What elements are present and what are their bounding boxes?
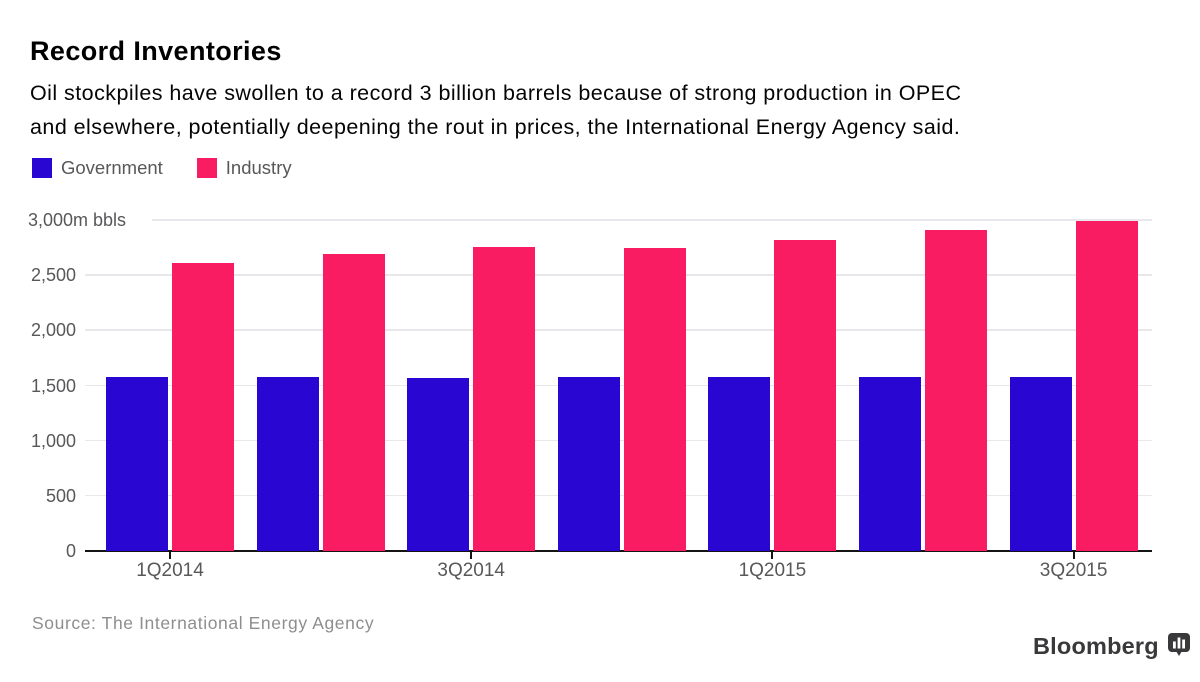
y-axis-label-3000: 3,000m bbls xyxy=(28,210,127,230)
x-axis-tick-3q2015 xyxy=(1072,552,1075,559)
bloomberg-chart-bubble-icon xyxy=(1167,632,1191,663)
x-axis-line xyxy=(85,550,1152,552)
bar-government-3q2014 xyxy=(407,377,470,551)
bar-industry-3q2014 xyxy=(473,247,536,551)
industry-swatch-icon xyxy=(196,158,217,178)
x-axis-label-1q2015: 1Q2015 xyxy=(738,560,807,581)
bloomberg-logo: Bloomberg xyxy=(1033,629,1191,663)
y-axis-label-1000: 1,000 xyxy=(30,430,76,451)
gridline-2500 xyxy=(85,274,1152,276)
source-text: Source: The International Energy Agency xyxy=(32,613,375,633)
legend-label-industry: Industry xyxy=(225,157,292,178)
x-axis-tick-3q2014 xyxy=(470,552,473,559)
bar-government-3q2015 xyxy=(1009,376,1072,551)
chart-legend: Government Industry xyxy=(32,157,292,179)
bar-government-2q2014 xyxy=(256,376,319,551)
chart-title: Record Inventories xyxy=(30,36,282,66)
x-axis-label-3q2014: 3Q2014 xyxy=(437,560,505,581)
bar-industry-4q2014 xyxy=(623,248,686,551)
chart-subtitle-line-1: Oil stockpiles have swollen to a record … xyxy=(30,81,962,105)
x-axis-tick-1q2015 xyxy=(771,552,774,559)
legend-item-government: Government xyxy=(32,157,163,179)
x-axis-label-3q2015: 3Q2015 xyxy=(1039,560,1108,581)
y-axis-label-2000: 2,000 xyxy=(30,320,76,341)
bar-industry-3q2015 xyxy=(1075,221,1138,551)
y-axis-label-1500: 1,500 xyxy=(30,375,76,396)
bar-government-4q2014 xyxy=(557,377,620,551)
bar-industry-1q2014 xyxy=(172,263,234,551)
bloomberg-wordmark: Bloomberg xyxy=(1033,632,1159,659)
chart-subtitle: Oil stockpiles have swollen to a record … xyxy=(30,76,1180,144)
government-swatch-icon xyxy=(32,158,52,178)
gridline-3000 xyxy=(152,219,1152,221)
y-axis-label-500: 500 xyxy=(45,485,76,506)
x-axis-label-1q2014: 1Q2014 xyxy=(136,560,204,581)
bar-industry-2q2015 xyxy=(925,230,987,551)
gridline-2000 xyxy=(85,329,1152,331)
bar-industry-2q2014 xyxy=(322,254,385,551)
y-axis-label-2500: 2,500 xyxy=(30,265,76,286)
bar-government-2q2015 xyxy=(859,376,921,551)
chart-subtitle-line-2: and elsewhere, potentially deepening the… xyxy=(30,115,961,139)
bar-government-1q2015 xyxy=(708,376,771,551)
y-axis-label-0: 0 xyxy=(65,541,76,561)
x-axis-tick-1q2014 xyxy=(169,552,171,559)
legend-item-industry: Industry xyxy=(196,157,292,179)
bar-industry-1q2015 xyxy=(774,240,837,551)
bar-government-1q2014 xyxy=(106,376,168,551)
legend-label-government: Government xyxy=(61,157,163,178)
